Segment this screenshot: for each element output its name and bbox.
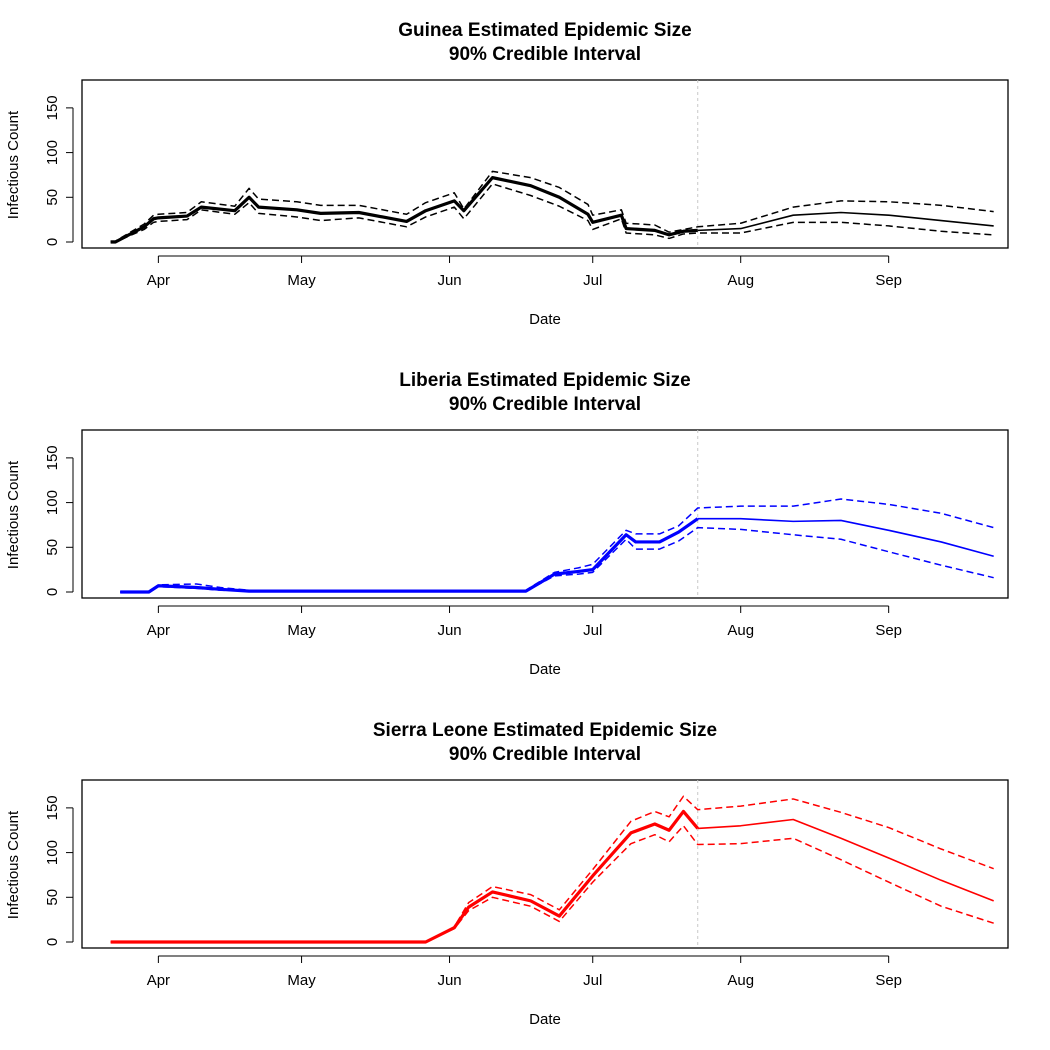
chart-title: Liberia Estimated Epidemic Size — [399, 370, 690, 391]
y-tick-label: 50 — [44, 189, 61, 206]
x-tick-label: Sep — [875, 272, 902, 289]
x-tick-label: Apr — [147, 972, 170, 989]
chart-subtitle: 90% Credible Interval — [449, 744, 641, 765]
x-tick-label: Aug — [727, 972, 754, 989]
y-tick-label: 150 — [44, 445, 61, 470]
x-axis-label: Date — [529, 311, 561, 328]
series-line-upper — [120, 498, 994, 593]
series-line-lower — [110, 825, 994, 943]
x-axis-label: Date — [529, 1011, 561, 1028]
x-tick-label: Jul — [583, 272, 602, 289]
series-line-lower — [110, 183, 994, 243]
chart-subtitle: 90% Credible Interval — [449, 44, 641, 65]
y-axis-label: Infectious Count — [5, 810, 22, 919]
x-tick-label: Sep — [875, 972, 902, 989]
x-tick-label: Jun — [437, 622, 461, 639]
y-tick-label: 100 — [44, 840, 61, 865]
y-tick-label: 50 — [44, 889, 61, 906]
series-line-median-observed — [110, 809, 699, 944]
plot-frame — [81, 779, 1009, 949]
y-tick-label: 100 — [44, 490, 61, 515]
series-line-median-forecast — [697, 818, 994, 902]
series-line-median-forecast — [697, 211, 994, 232]
x-tick-label: Aug — [727, 622, 754, 639]
y-tick-label: 0 — [44, 938, 61, 946]
x-tick-label: Aug — [727, 272, 754, 289]
y-tick-label: 50 — [44, 539, 61, 556]
chart-subtitle: 90% Credible Interval — [449, 394, 641, 415]
x-tick-label: Apr — [147, 272, 170, 289]
y-axis-label: Infectious Count — [5, 460, 22, 569]
chart-panel-2: Sierra Leone Estimated Epidemic Size 90% … — [5, 720, 1009, 1028]
y-tick-label: 150 — [44, 95, 61, 120]
y-tick-label: 0 — [44, 238, 61, 246]
chart-title: Sierra Leone Estimated Epidemic Size — [373, 720, 717, 741]
series-line-median-forecast — [697, 517, 994, 558]
y-tick-label: 150 — [44, 795, 61, 820]
plot-frame — [81, 79, 1009, 249]
series-line-median-observed — [110, 176, 698, 244]
x-tick-label: Jul — [583, 622, 602, 639]
series-line-lower — [120, 526, 994, 593]
series-line-upper — [110, 170, 994, 242]
y-tick-label: 100 — [44, 140, 61, 165]
x-tick-label: May — [287, 972, 316, 989]
x-tick-label: Jun — [437, 272, 461, 289]
series-line-upper — [110, 795, 994, 943]
x-tick-label: May — [287, 622, 316, 639]
x-tick-label: Jun — [437, 972, 461, 989]
plot-frame — [81, 429, 1009, 599]
x-tick-label: Jul — [583, 972, 602, 989]
x-tick-label: Sep — [875, 622, 902, 639]
chart-panel-1: Liberia Estimated Epidemic Size 90% Credi… — [5, 370, 1009, 678]
series-line-median-observed — [120, 517, 699, 594]
y-axis-label: Infectious Count — [5, 110, 22, 219]
chart-panel-0: Guinea Estimated Epidemic Size 90% Credib… — [5, 20, 1009, 328]
y-tick-label: 0 — [44, 588, 61, 596]
chart-title: Guinea Estimated Epidemic Size — [398, 20, 692, 41]
x-axis-label: Date — [529, 661, 561, 678]
x-tick-label: May — [287, 272, 316, 289]
x-tick-label: Apr — [147, 622, 170, 639]
